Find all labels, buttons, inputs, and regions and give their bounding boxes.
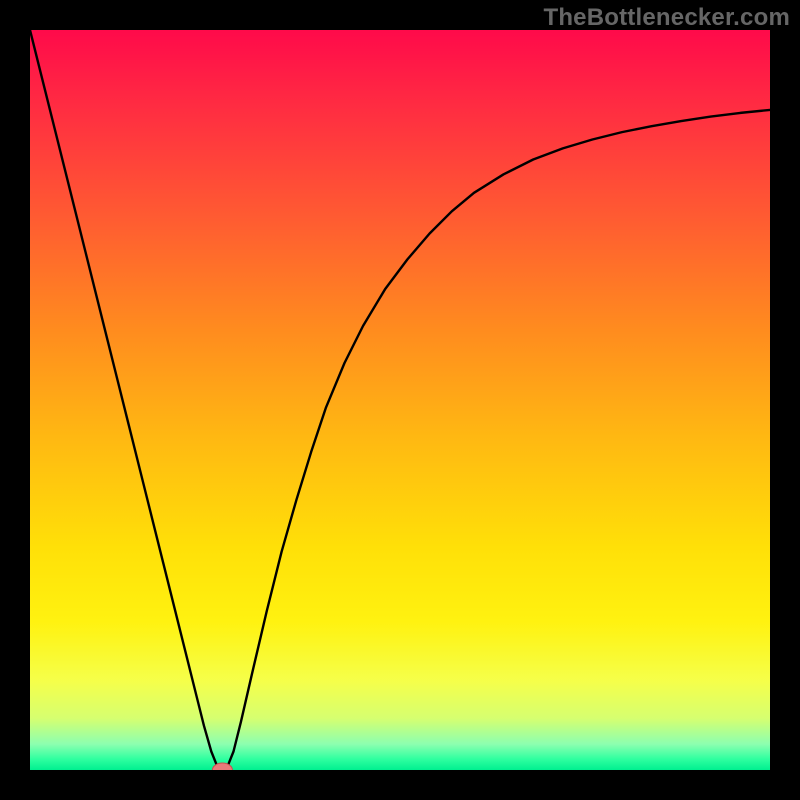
chart-background (30, 30, 770, 770)
chart-svg (30, 30, 770, 770)
watermark-text: TheBottlenecker.com (543, 4, 790, 32)
chart-container: TheBottlenecker.com (0, 0, 800, 800)
plot-area (30, 30, 770, 770)
